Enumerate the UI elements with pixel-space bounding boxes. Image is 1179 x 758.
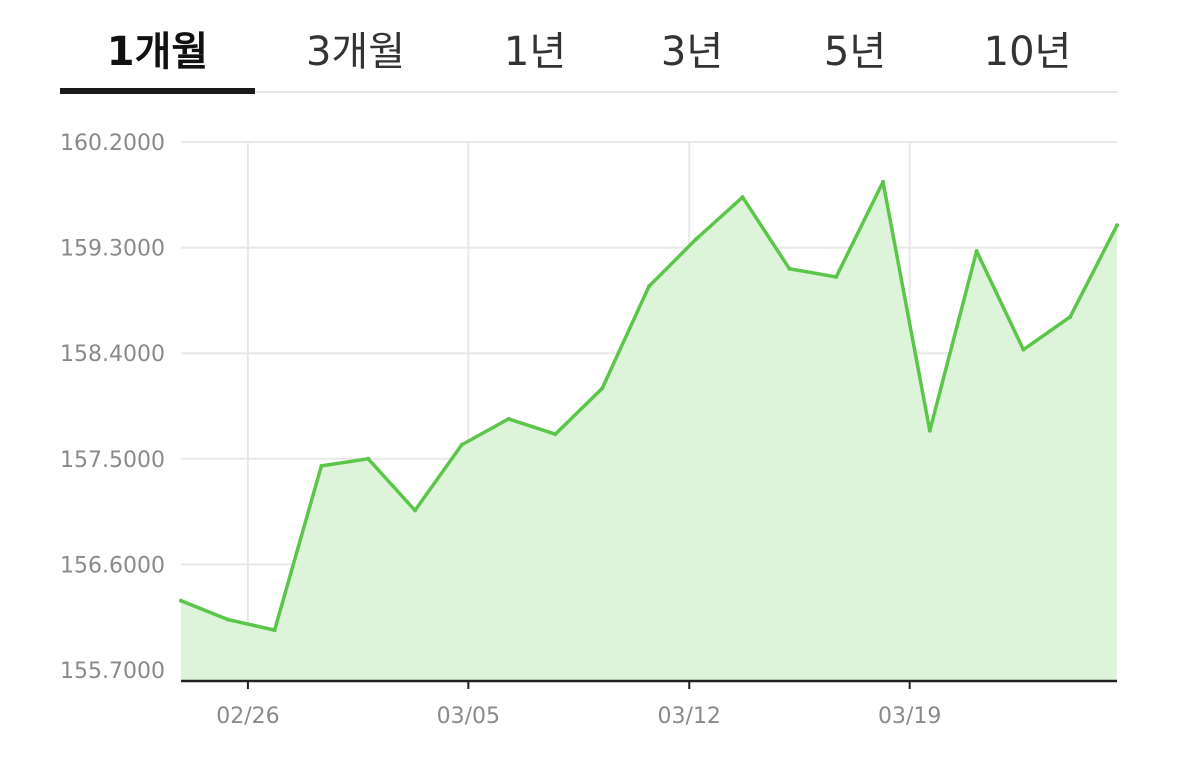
price-area-chart: 160.2000 159.3000 158.4000 157.5000 156.6000… (60, 131, 1119, 729)
x-tick-label: 03/19 (878, 704, 941, 729)
data-point (693, 237, 698, 242)
data-point (225, 617, 230, 622)
data-point (927, 428, 932, 433)
area-fill (181, 181, 1117, 681)
x-tick-label: 03/05 (437, 704, 500, 729)
data-point (647, 284, 651, 289)
y-tick-label: 157.5000 (60, 448, 165, 473)
data-point (179, 598, 183, 603)
data-point (787, 266, 792, 271)
tab-10-years[interactable]: 10년 (983, 29, 1072, 75)
data-point (834, 274, 839, 279)
x-tick-label: 03/12 (658, 704, 721, 729)
data-point (881, 179, 885, 184)
tabs-divider (60, 91, 1118, 93)
data-point (1068, 314, 1073, 319)
data-point (272, 628, 277, 633)
y-tick-label: 159.3000 (60, 237, 165, 262)
data-point (1115, 223, 1119, 228)
tab-3-months[interactable]: 3개월 (305, 29, 406, 75)
tab-1-year[interactable]: 1년 (503, 29, 567, 75)
tab-3-years[interactable]: 3년 (660, 29, 724, 75)
data-point (319, 463, 324, 468)
data-point (506, 416, 511, 421)
active-tab-indicator (60, 88, 255, 94)
data-point (413, 508, 417, 513)
x-tick-label: 02/26 (216, 704, 279, 729)
data-point (1021, 347, 1026, 352)
data-point (553, 432, 558, 437)
y-tick-label: 158.4000 (60, 342, 165, 367)
y-tick-label: 156.6000 (60, 553, 165, 578)
data-point (600, 386, 605, 391)
data-point (459, 442, 464, 447)
tab-1-month[interactable]: 1개월 (106, 29, 209, 75)
data-point (974, 249, 979, 254)
tab-5-years[interactable]: 5년 (823, 29, 887, 75)
data-point (740, 195, 745, 200)
y-tick-label: 155.7000 (60, 659, 165, 684)
data-point (366, 456, 371, 461)
y-tick-label: 160.2000 (60, 131, 165, 156)
